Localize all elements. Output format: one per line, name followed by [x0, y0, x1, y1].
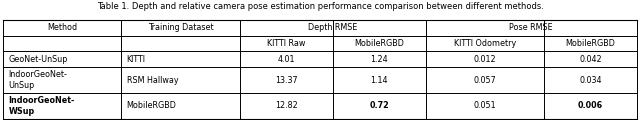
Text: RSM Hallway: RSM Hallway [127, 76, 178, 85]
Text: 0.042: 0.042 [579, 55, 602, 64]
Text: IndoorGeoNet-
WSup: IndoorGeoNet- WSup [8, 96, 75, 116]
Text: Table 1. Depth and relative camera pose estimation performance comparison betwee: Table 1. Depth and relative camera pose … [97, 2, 543, 11]
Text: 0.012: 0.012 [474, 55, 496, 64]
Text: 12.82: 12.82 [275, 101, 298, 110]
Text: 0.006: 0.006 [578, 101, 603, 110]
Text: Training Dataset: Training Dataset [148, 23, 213, 32]
Text: 0.057: 0.057 [474, 76, 496, 85]
Text: 4.01: 4.01 [278, 55, 295, 64]
Text: 0.034: 0.034 [579, 76, 602, 85]
Text: Method: Method [47, 23, 77, 32]
Text: GeoNet-UnSup: GeoNet-UnSup [8, 55, 68, 64]
Text: Pose RMSE: Pose RMSE [509, 23, 553, 32]
Text: 1.14: 1.14 [371, 76, 388, 85]
Text: MobileRGBD: MobileRGBD [127, 101, 177, 110]
Text: KITTI Raw: KITTI Raw [267, 39, 305, 48]
Text: KITTI Odometry: KITTI Odometry [454, 39, 516, 48]
Text: IndoorGeoNet-
UnSup: IndoorGeoNet- UnSup [8, 70, 67, 90]
Text: 0.051: 0.051 [474, 101, 496, 110]
Text: MobileRGBD: MobileRGBD [354, 39, 404, 48]
Text: KITTI: KITTI [127, 55, 145, 64]
Text: 0.72: 0.72 [369, 101, 389, 110]
Text: 13.37: 13.37 [275, 76, 298, 85]
Text: Depth RMSE: Depth RMSE [308, 23, 357, 32]
Text: 1.24: 1.24 [371, 55, 388, 64]
Text: MobileRGBD: MobileRGBD [565, 39, 615, 48]
